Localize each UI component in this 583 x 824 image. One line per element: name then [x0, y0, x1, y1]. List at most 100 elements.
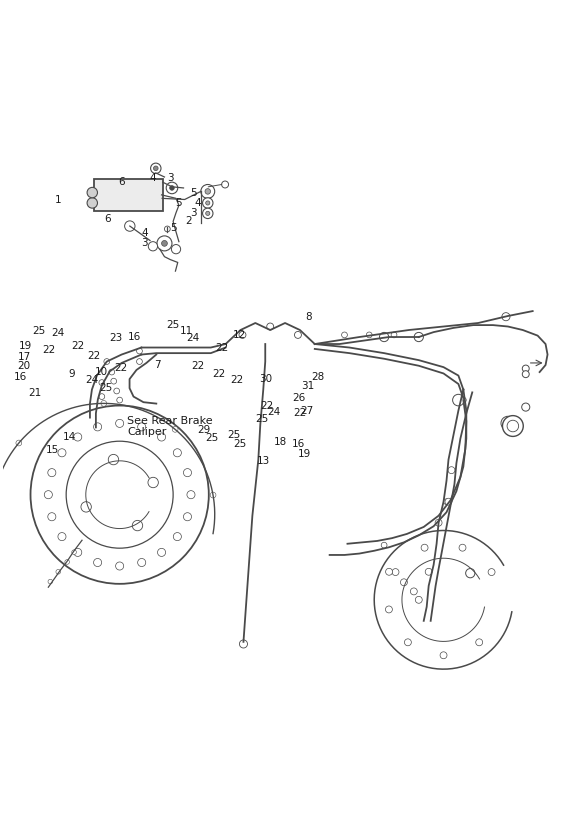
Circle shape	[522, 371, 529, 377]
Text: 3: 3	[167, 172, 174, 183]
Circle shape	[73, 548, 82, 556]
Circle shape	[171, 245, 181, 254]
Text: 25: 25	[205, 433, 219, 443]
Text: 4: 4	[150, 172, 156, 183]
Text: 4: 4	[141, 228, 147, 238]
Text: 10: 10	[94, 367, 107, 377]
Circle shape	[380, 332, 389, 342]
Circle shape	[445, 499, 452, 505]
Circle shape	[410, 588, 417, 595]
Circle shape	[115, 419, 124, 428]
Text: 3: 3	[141, 238, 147, 248]
Circle shape	[99, 394, 105, 400]
Text: 25: 25	[32, 326, 45, 336]
Text: 25: 25	[99, 382, 112, 393]
Text: 22: 22	[230, 375, 243, 385]
Text: 22: 22	[114, 363, 128, 373]
Text: 27: 27	[300, 406, 314, 416]
Circle shape	[425, 569, 432, 575]
Text: 22: 22	[87, 351, 101, 361]
Circle shape	[30, 405, 209, 584]
Circle shape	[166, 182, 178, 194]
Circle shape	[173, 532, 181, 541]
Circle shape	[202, 208, 213, 218]
Circle shape	[476, 639, 483, 646]
Circle shape	[401, 578, 408, 586]
Circle shape	[65, 559, 69, 564]
Circle shape	[104, 358, 110, 364]
Circle shape	[294, 331, 301, 339]
Text: 4: 4	[195, 198, 201, 208]
Circle shape	[101, 400, 107, 406]
Text: 22: 22	[293, 408, 307, 418]
Circle shape	[488, 569, 495, 575]
Circle shape	[56, 569, 61, 574]
Text: 24: 24	[187, 333, 200, 343]
Circle shape	[414, 332, 423, 342]
Text: 17: 17	[18, 352, 31, 362]
Text: 22: 22	[261, 401, 274, 411]
Circle shape	[405, 639, 412, 646]
Circle shape	[157, 433, 166, 441]
Circle shape	[522, 365, 529, 372]
Circle shape	[466, 569, 475, 578]
Circle shape	[48, 579, 52, 584]
Circle shape	[150, 163, 161, 174]
Circle shape	[132, 521, 143, 531]
Circle shape	[184, 513, 192, 521]
Text: 14: 14	[62, 433, 76, 442]
Circle shape	[87, 198, 97, 208]
Text: 9: 9	[69, 369, 75, 379]
Circle shape	[440, 652, 447, 658]
Text: 26: 26	[292, 393, 305, 403]
Circle shape	[117, 397, 122, 403]
Circle shape	[173, 449, 181, 456]
Circle shape	[205, 189, 210, 194]
FancyBboxPatch shape	[94, 179, 163, 211]
Circle shape	[136, 349, 142, 354]
Text: 6: 6	[118, 177, 124, 187]
Circle shape	[138, 559, 146, 567]
Circle shape	[94, 423, 101, 431]
Circle shape	[502, 312, 510, 321]
Text: 16: 16	[13, 372, 27, 382]
Text: 19: 19	[19, 341, 33, 351]
Circle shape	[125, 221, 135, 232]
Circle shape	[201, 185, 215, 199]
Circle shape	[58, 532, 66, 541]
Circle shape	[505, 420, 511, 426]
Text: 5: 5	[170, 223, 177, 233]
Text: 1: 1	[54, 194, 61, 204]
Circle shape	[148, 241, 157, 250]
Circle shape	[267, 323, 273, 330]
Circle shape	[157, 548, 166, 556]
Text: 25: 25	[255, 414, 268, 424]
Text: 19: 19	[297, 448, 311, 459]
Text: 6: 6	[104, 213, 111, 223]
Text: 15: 15	[46, 444, 59, 455]
Text: 29: 29	[197, 425, 210, 435]
Text: 22: 22	[71, 341, 85, 351]
Text: 5: 5	[175, 198, 182, 208]
Circle shape	[206, 211, 210, 215]
Text: 28: 28	[311, 372, 324, 382]
Circle shape	[381, 542, 387, 548]
Circle shape	[206, 201, 210, 205]
Circle shape	[48, 469, 56, 477]
Circle shape	[461, 397, 466, 403]
Circle shape	[385, 569, 392, 575]
Text: 11: 11	[180, 326, 193, 336]
Circle shape	[522, 403, 530, 411]
Text: 22: 22	[213, 369, 226, 380]
Circle shape	[503, 415, 524, 437]
Circle shape	[72, 550, 76, 555]
Circle shape	[435, 519, 442, 527]
Circle shape	[421, 544, 428, 551]
Circle shape	[202, 198, 213, 208]
Circle shape	[239, 331, 246, 339]
Circle shape	[452, 395, 464, 406]
Circle shape	[507, 420, 519, 432]
Circle shape	[94, 559, 101, 567]
Text: 21: 21	[28, 388, 41, 398]
Text: 22: 22	[43, 344, 55, 354]
